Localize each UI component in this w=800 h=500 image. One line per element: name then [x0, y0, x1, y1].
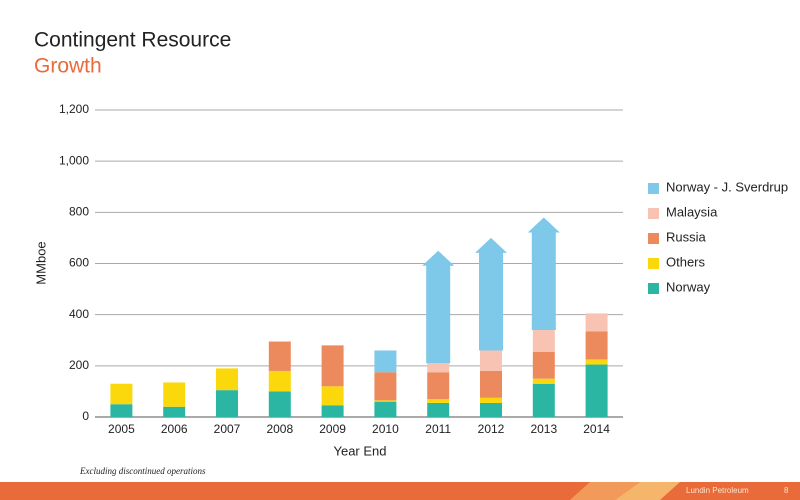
footer-band	[0, 482, 800, 500]
bar-segment	[532, 383, 555, 417]
bar-segment	[110, 383, 133, 405]
bar-segment	[216, 390, 238, 417]
y-tick-label: 800	[69, 205, 89, 219]
footer-decor	[570, 482, 640, 500]
legend-label: Norway	[666, 279, 711, 294]
title: Contingent Resource	[34, 29, 231, 52]
bar-segment	[480, 350, 502, 371]
bar-segment	[427, 363, 450, 373]
arrow-bar	[422, 250, 455, 364]
x-tick-label: 2010	[372, 422, 399, 436]
x-tick-label: 2012	[478, 422, 505, 436]
y-axis-label: MMboe	[33, 241, 48, 284]
legend-label: Others	[666, 254, 706, 269]
y-tick-label: 1,200	[59, 102, 89, 116]
bar-segment	[374, 372, 397, 401]
bar-segment	[585, 313, 608, 332]
bar-segment	[163, 382, 186, 407]
arrow-bar	[527, 217, 560, 331]
footer-decor	[615, 482, 680, 500]
bar-segment	[268, 391, 291, 417]
bar-segment	[374, 350, 397, 373]
bar-segment	[321, 345, 344, 387]
bar-segment	[480, 370, 502, 398]
bar-segment	[480, 397, 502, 403]
legend-label: Russia	[666, 229, 707, 244]
bar-segment	[427, 402, 450, 417]
y-tick-label: 1,000	[59, 153, 89, 167]
x-tick-label: 2006	[161, 422, 188, 436]
bar-segment	[427, 399, 450, 403]
bar-segment	[268, 341, 291, 371]
bar-segment	[532, 330, 555, 352]
x-tick-label: 2011	[425, 422, 451, 436]
x-axis-label: Year End	[333, 443, 386, 458]
x-tick-label: 2008	[266, 422, 293, 436]
arrow-bar	[475, 237, 507, 351]
legend-swatch	[648, 283, 659, 294]
bar-segment	[110, 404, 133, 417]
bar-segment	[532, 351, 555, 379]
bar-segment	[585, 331, 608, 360]
bar-segment	[532, 378, 555, 384]
bar-segment	[480, 402, 502, 417]
y-tick-label: 200	[69, 358, 89, 372]
bar-segment	[374, 400, 397, 402]
y-tick-label: 600	[69, 256, 89, 270]
bar-segment	[321, 386, 344, 406]
x-tick-label: 2009	[319, 422, 346, 436]
legend-label: Norway - J. Sverdrup	[666, 179, 788, 194]
footer-company: Lundin Petroleum	[686, 486, 749, 495]
footnote: Excluding discontinued operations	[79, 466, 206, 476]
bar-segment	[427, 372, 450, 400]
bar-segment	[163, 406, 186, 417]
bar-segment	[585, 364, 608, 417]
bar-segment	[216, 368, 238, 391]
legend-swatch	[648, 233, 659, 244]
bar-segment	[268, 370, 291, 392]
x-tick-label: 2013	[530, 422, 557, 436]
legend-label: Malaysia	[666, 204, 718, 219]
legend-swatch	[648, 208, 659, 219]
bar-segment	[374, 401, 397, 417]
x-tick-label: 2014	[583, 422, 610, 436]
legend-swatch	[648, 258, 659, 269]
bar-segment	[585, 359, 608, 365]
bar-segment	[321, 405, 344, 417]
subtitle: Growth	[34, 55, 102, 78]
legend-swatch	[648, 183, 659, 194]
y-tick-label: 0	[82, 409, 89, 423]
y-tick-label: 400	[69, 307, 89, 321]
x-tick-label: 2005	[108, 422, 135, 436]
page-number: 8	[784, 486, 789, 495]
x-tick-label: 2007	[214, 422, 241, 436]
